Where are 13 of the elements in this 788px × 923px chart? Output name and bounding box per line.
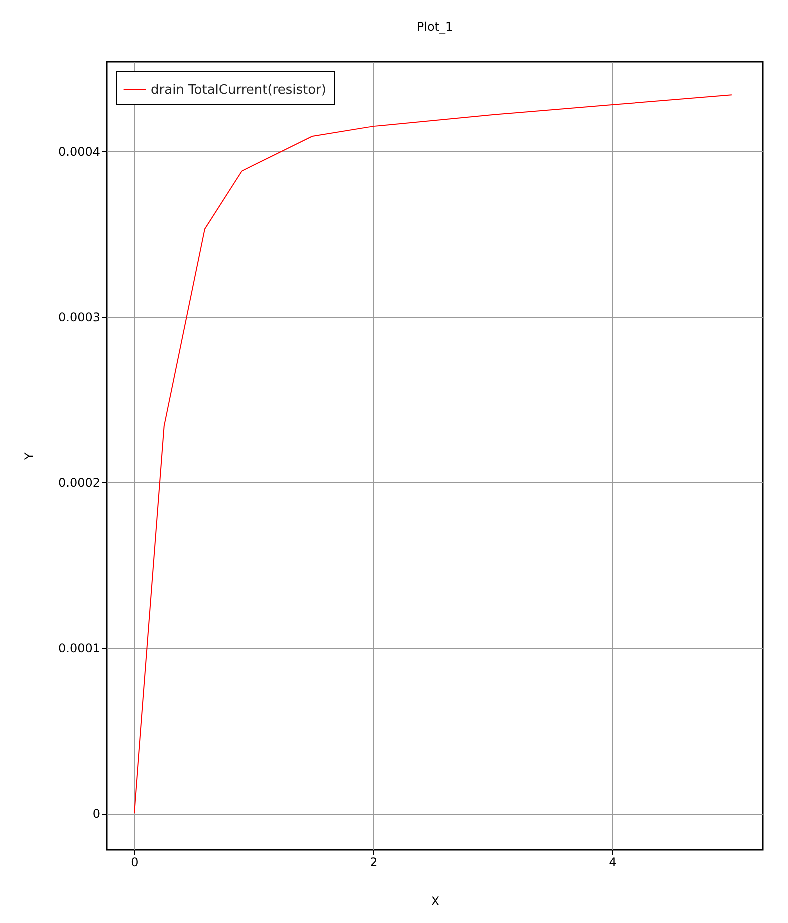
y-tick-label: 0 [92,807,100,822]
x-tick-label: 2 [370,856,378,870]
y-tick-label: 0.0001 [58,642,100,656]
legend-label: drain TotalCurrent(resistor) [151,83,326,98]
y-tick-label: 0.0002 [58,476,100,490]
y-tick-label: 0.0004 [58,144,100,159]
x-tick-label: 4 [609,856,617,870]
x-tick-label: 0 [131,856,139,870]
y-tick-label: 0.0003 [58,310,100,324]
x-axis-title: X [431,894,440,908]
chart-title: Plot_1 [416,20,454,34]
line-series [134,94,732,814]
y-axis-title: Y [22,452,37,462]
